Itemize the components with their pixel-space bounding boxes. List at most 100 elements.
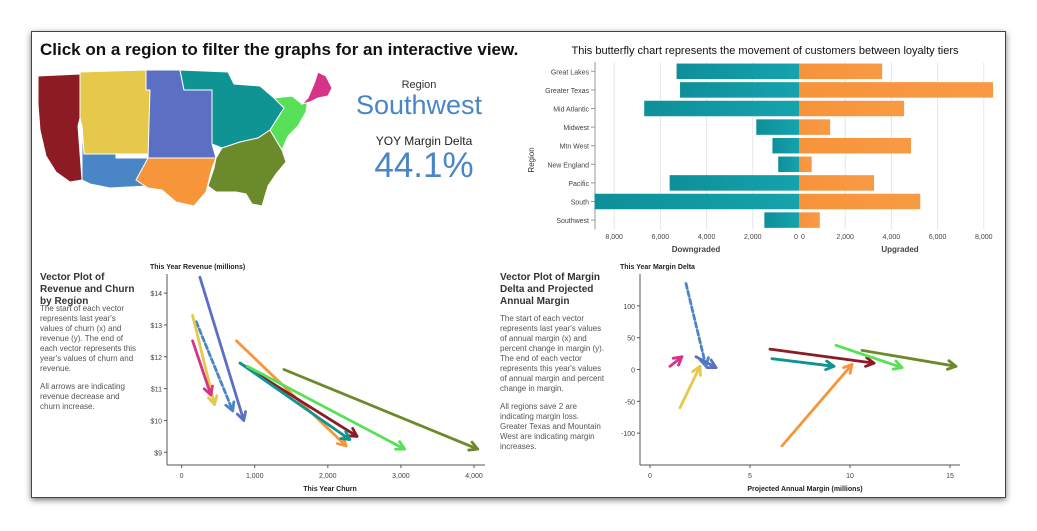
y-tick-label: 0 bbox=[631, 368, 635, 375]
vector-arrow[interactable] bbox=[246, 364, 406, 451]
y-tick-label: $9 bbox=[154, 450, 162, 457]
butterfly-chart[interactable]: This butterfly chart represents the move… bbox=[515, 38, 995, 254]
category-label: Pacific bbox=[568, 181, 589, 188]
y-tick-label: $14 bbox=[150, 291, 162, 298]
vector-arrowhead bbox=[202, 384, 214, 397]
butterfly-ylabel: Region bbox=[527, 147, 536, 172]
margin-delta-label: YOY Margin Delta bbox=[375, 134, 473, 148]
bar-downgraded[interactable] bbox=[778, 156, 799, 173]
tick-label: 0 bbox=[801, 234, 805, 241]
bar-upgraded[interactable] bbox=[799, 156, 812, 173]
y-tick-label: 50 bbox=[627, 336, 635, 343]
vector-arrow[interactable] bbox=[780, 363, 854, 448]
category-label: Mtn West bbox=[560, 144, 589, 151]
bar-downgraded[interactable] bbox=[772, 137, 799, 154]
vector-arrowhead bbox=[467, 440, 480, 452]
y-tick-label: -100 bbox=[621, 431, 635, 438]
bar-upgraded[interactable] bbox=[799, 212, 820, 228]
tick-label: 6,000 bbox=[929, 234, 947, 241]
category-label: Southwest bbox=[556, 218, 589, 225]
vector1-ylabel: This Year Revenue (millions) bbox=[150, 264, 245, 271]
vector-arrowhead bbox=[394, 440, 406, 451]
vector-arrow[interactable] bbox=[235, 339, 348, 448]
vector-plot-revenue-churn[interactable]: This Year Revenue (millions) This Year C… bbox=[145, 260, 495, 500]
y-tick-label: 100 bbox=[623, 304, 635, 311]
category-label: South bbox=[571, 200, 589, 207]
bar-upgraded[interactable] bbox=[799, 137, 912, 154]
bar-downgraded[interactable] bbox=[644, 100, 799, 117]
vector-arrowhead bbox=[207, 394, 219, 406]
bar-downgraded[interactable] bbox=[594, 193, 799, 210]
tick-label: 8,000 bbox=[605, 234, 623, 241]
bar-downgraded[interactable] bbox=[756, 119, 799, 135]
map-region-mtn-west[interactable] bbox=[79, 69, 153, 155]
vector-arrow[interactable] bbox=[770, 357, 836, 368]
tick-label: 4,000 bbox=[698, 234, 716, 241]
vector-plot-margin[interactable]: This Year Margin Delta Projected Annual … bbox=[615, 260, 975, 500]
x-tick-label: 0 bbox=[180, 473, 184, 480]
vector-arrowhead bbox=[671, 355, 684, 367]
y-tick-label: $13 bbox=[150, 323, 162, 330]
vector-arrowhead bbox=[842, 363, 854, 375]
region-label: Region bbox=[401, 79, 437, 91]
margin-delta-value: 44.1% bbox=[374, 146, 474, 185]
map-region-mid-atlantic[interactable] bbox=[269, 95, 309, 152]
vector-arrow[interactable] bbox=[191, 339, 213, 397]
bar-downgraded[interactable] bbox=[676, 63, 799, 80]
vector-arrow[interactable] bbox=[678, 364, 702, 410]
y-tick-label: $11 bbox=[151, 387, 162, 394]
vector1-title: Vector Plot of Revenue and Churn by Regi… bbox=[40, 272, 135, 307]
bar-upgraded[interactable] bbox=[799, 82, 994, 98]
vector-arrowhead bbox=[864, 356, 876, 368]
category-label: Mid Atlantic bbox=[553, 107, 589, 114]
bar-upgraded[interactable] bbox=[799, 119, 831, 135]
map-region-south[interactable] bbox=[207, 129, 287, 207]
vector-arrow[interactable] bbox=[768, 347, 876, 365]
map-region-pacific[interactable] bbox=[37, 73, 83, 183]
bar-downgraded[interactable] bbox=[669, 175, 799, 191]
vector-arrowhead bbox=[698, 356, 710, 368]
bar-upgraded[interactable] bbox=[799, 193, 921, 210]
vector-arrowhead bbox=[235, 410, 247, 422]
y-tick-label: $10 bbox=[150, 418, 162, 425]
vector-arrowhead bbox=[824, 359, 836, 372]
vector2-title: Vector Plot of Margin Delta and Projecte… bbox=[500, 272, 601, 307]
vector-arrow[interactable] bbox=[238, 361, 352, 441]
downgraded-axis-label: Downgraded bbox=[672, 245, 721, 254]
vector-arrowhead bbox=[891, 359, 904, 371]
bar-downgraded[interactable] bbox=[680, 82, 799, 98]
y-tick-label: $12 bbox=[150, 355, 162, 362]
tick-label: 4,000 bbox=[883, 234, 901, 241]
vector-arrow[interactable] bbox=[860, 349, 958, 368]
bar-upgraded[interactable] bbox=[799, 100, 905, 117]
vector-arrow[interactable] bbox=[194, 320, 235, 413]
vector1-desc-paragraph: The start of each vector represents last… bbox=[40, 304, 137, 373]
vector-arrow[interactable] bbox=[198, 275, 246, 422]
tick-label: 0 bbox=[794, 234, 798, 241]
butterfly-title: This butterfly chart represents the move… bbox=[572, 45, 959, 57]
category-label: New England bbox=[547, 162, 589, 169]
vector2-xlabel: Projected Annual Margin (millions) bbox=[747, 486, 862, 493]
region-value: Southwest bbox=[355, 90, 483, 120]
vector-arrow[interactable] bbox=[282, 368, 480, 451]
tick-label: 8,000 bbox=[975, 234, 993, 241]
map-region-greater-texas[interactable] bbox=[135, 157, 217, 207]
bar-downgraded[interactable] bbox=[764, 212, 799, 228]
us-region-map[interactable] bbox=[36, 68, 336, 208]
vector-arrowhead bbox=[946, 359, 958, 371]
vector2-description: The start of each vector represents last… bbox=[500, 314, 608, 460]
bar-upgraded[interactable] bbox=[799, 63, 883, 80]
bar-upgraded[interactable] bbox=[799, 175, 875, 191]
vector-arrow[interactable] bbox=[694, 355, 718, 369]
vector-arrowhead bbox=[224, 400, 236, 413]
x-tick-label: 15 bbox=[946, 473, 954, 480]
vector2-desc-paragraph: All regions save 2 are indicating margin… bbox=[500, 402, 601, 451]
vector-arrowhead bbox=[691, 364, 702, 377]
vector-arrow[interactable] bbox=[684, 282, 708, 368]
x-tick-label: 3,000 bbox=[392, 473, 410, 480]
category-label: Great Lakes bbox=[551, 69, 590, 76]
vector-arrowhead bbox=[705, 358, 718, 370]
vector-arrow[interactable] bbox=[834, 343, 904, 369]
vector1-desc-paragraph: All arrows are indicating revenue decrea… bbox=[40, 382, 125, 411]
map-region-new-england[interactable] bbox=[300, 71, 333, 105]
